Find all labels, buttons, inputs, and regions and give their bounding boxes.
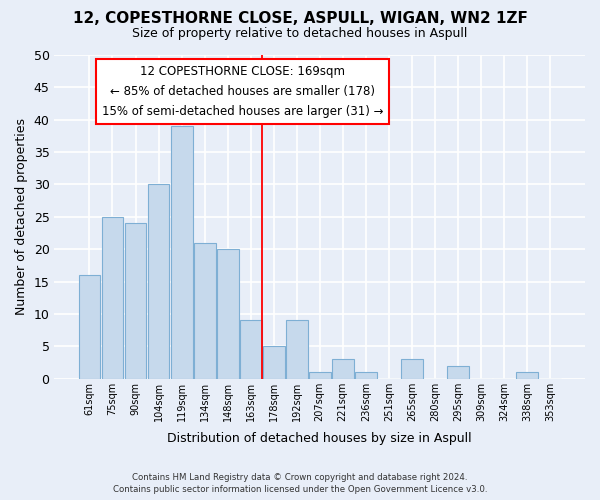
Y-axis label: Number of detached properties: Number of detached properties (15, 118, 28, 316)
Text: Contains HM Land Registry data © Crown copyright and database right 2024.
Contai: Contains HM Land Registry data © Crown c… (113, 472, 487, 494)
Bar (263, 346, 284, 378)
Bar (217, 249, 239, 378)
Bar (286, 320, 308, 378)
Bar (355, 372, 377, 378)
Bar (79, 275, 100, 378)
Bar (240, 320, 262, 378)
Text: Size of property relative to detached houses in Aspull: Size of property relative to detached ho… (133, 28, 467, 40)
Bar (516, 372, 538, 378)
Text: 12 COPESTHORNE CLOSE: 169sqm
← 85% of detached houses are smaller (178)
15% of s: 12 COPESTHORNE CLOSE: 169sqm ← 85% of de… (102, 64, 383, 118)
Bar (125, 224, 146, 378)
Bar (309, 372, 331, 378)
Bar (332, 360, 353, 378)
Bar (148, 184, 169, 378)
Bar (401, 360, 423, 378)
Bar (101, 217, 124, 378)
X-axis label: Distribution of detached houses by size in Aspull: Distribution of detached houses by size … (167, 432, 472, 445)
Bar (194, 243, 215, 378)
Bar (170, 126, 193, 378)
Bar (447, 366, 469, 378)
Text: 12, COPESTHORNE CLOSE, ASPULL, WIGAN, WN2 1ZF: 12, COPESTHORNE CLOSE, ASPULL, WIGAN, WN… (73, 11, 527, 26)
